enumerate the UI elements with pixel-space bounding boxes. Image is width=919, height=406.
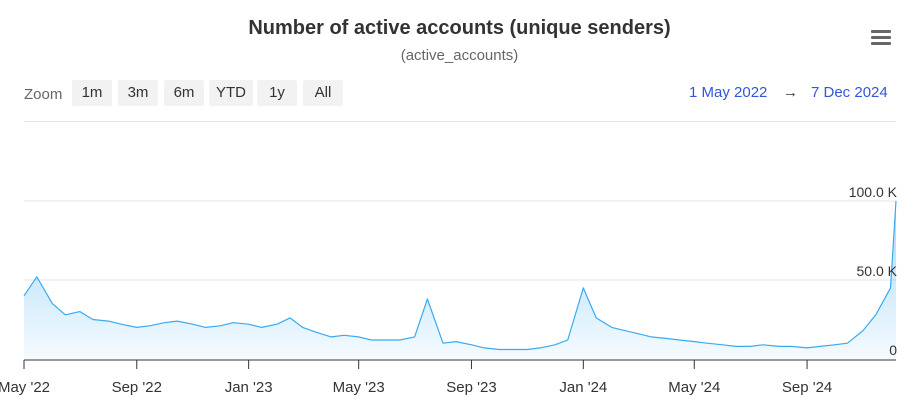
x-tick-label: May '22 bbox=[0, 379, 50, 396]
chart-title: Number of active accounts (unique sender… bbox=[248, 17, 671, 39]
y-tick-label: 50.0 K bbox=[857, 263, 898, 279]
x-tick-label: Jan '23 bbox=[225, 379, 273, 396]
toolbar-divider bbox=[24, 121, 896, 122]
x-tick-label: Sep '23 bbox=[446, 379, 496, 396]
zoom-button-all[interactable]: All bbox=[303, 80, 343, 106]
series-line bbox=[23, 200, 897, 351]
x-tick-label: Jan '24 bbox=[559, 379, 607, 396]
y-tick-label: 100.0 K bbox=[849, 184, 898, 200]
range-arrow: → bbox=[783, 84, 798, 101]
zoom-button-3m[interactable]: 3m bbox=[118, 80, 158, 106]
x-tick-label: Sep '22 bbox=[112, 379, 162, 396]
zoom-button-6m[interactable]: 6m bbox=[164, 80, 204, 106]
hamburger-menu-icon[interactable] bbox=[870, 29, 892, 47]
x-tick-label: May '23 bbox=[333, 379, 385, 396]
zoom-button-1y[interactable]: 1y bbox=[257, 80, 297, 106]
y-tick-label: 0 bbox=[889, 342, 897, 358]
zoom-label: Zoom bbox=[24, 86, 63, 103]
zoom-button-ytd[interactable]: YTD bbox=[209, 80, 253, 106]
x-tick-label: May '24 bbox=[668, 379, 720, 396]
range-to[interactable]: 7 Dec 2024 bbox=[811, 84, 888, 101]
range-from[interactable]: 1 May 2022 bbox=[689, 84, 768, 101]
series-area bbox=[24, 201, 896, 359]
zoom-button-1m[interactable]: 1m bbox=[72, 80, 112, 106]
chart-subtitle: (active_accounts) bbox=[400, 47, 519, 64]
x-tick-label: Sep '24 bbox=[782, 379, 832, 396]
